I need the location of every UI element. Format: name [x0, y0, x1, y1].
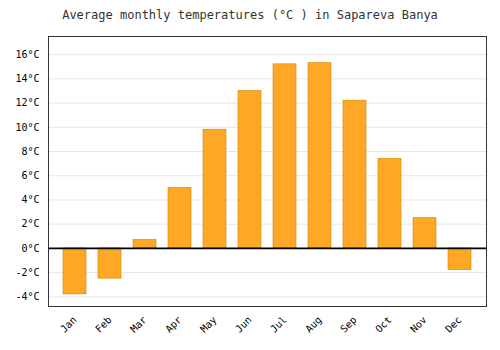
svg-text:Aug: Aug: [303, 314, 324, 335]
svg-text:0°C: 0°C: [21, 243, 39, 254]
svg-text:6°C: 6°C: [21, 170, 39, 181]
svg-text:10°C: 10°C: [15, 122, 39, 133]
svg-text:Jun: Jun: [233, 314, 254, 335]
svg-text:Nov: Nov: [408, 314, 429, 335]
svg-text:-4°C: -4°C: [15, 291, 39, 302]
svg-text:2°C: 2°C: [21, 218, 39, 229]
svg-text:Dec: Dec: [443, 314, 464, 335]
svg-text:8°C: 8°C: [21, 146, 39, 157]
svg-text:Mar: Mar: [128, 314, 149, 335]
svg-text:14°C: 14°C: [15, 73, 39, 84]
svg-text:Feb: Feb: [93, 314, 114, 335]
svg-text:16°C: 16°C: [15, 49, 39, 60]
svg-text:Jul: Jul: [268, 314, 289, 335]
svg-text:12°C: 12°C: [15, 97, 39, 108]
svg-text:4°C: 4°C: [21, 194, 39, 205]
svg-text:Oct: Oct: [373, 314, 394, 335]
html-text:Average monthly temperatures (: Average monthly temperatures (°C ) in Sa…: [62, 8, 438, 22]
svg-text:Jan: Jan: [58, 314, 79, 335]
svg-text:-2°C: -2°C: [15, 267, 39, 278]
svg-text:May: May: [198, 314, 219, 335]
svg-text:Sep: Sep: [338, 314, 359, 335]
svg-text:Apr: Apr: [163, 314, 184, 335]
